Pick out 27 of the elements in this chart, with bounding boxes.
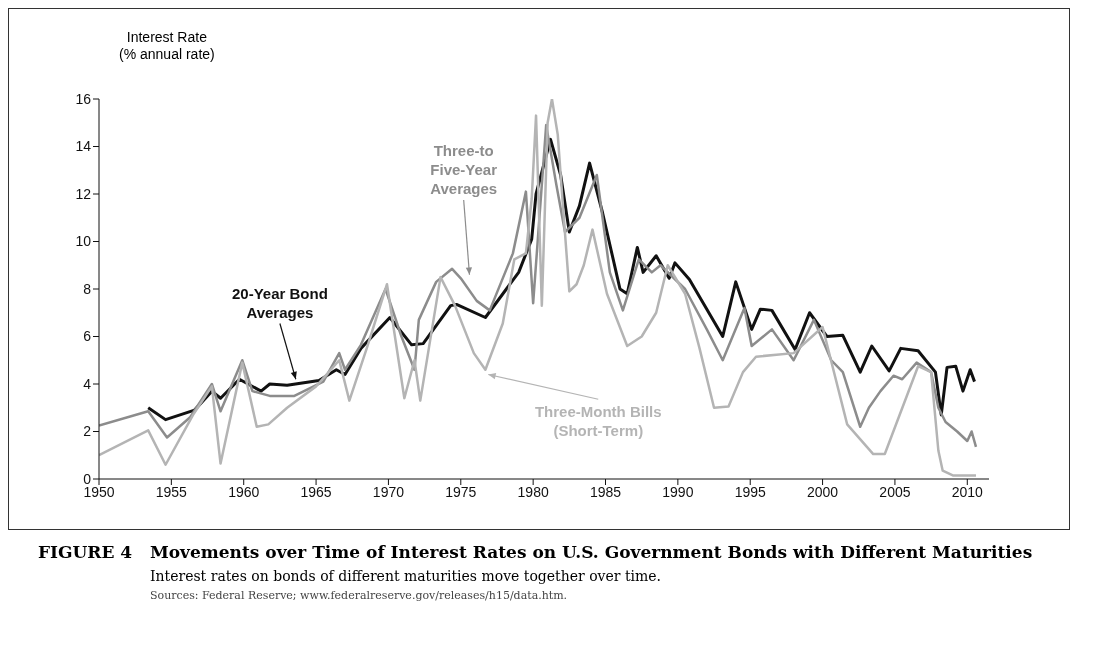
y-tick-label: 4 [83,375,92,392]
series-label: Three-to Five-Year Averages [430,142,498,197]
text: FIGURE 4 Movements over Time of Interest Rates on U.S. Government Bonds with Different Maturities [38,542,1034,562]
x-tick-label: 1955 [155,483,188,500]
x-tick-label: 2010 [951,483,984,500]
x-tick-label: 1960 [228,483,260,500]
y-tick-label: 8 [83,280,92,297]
x-tick-label: 1965 [300,483,332,500]
x-tick-label: 1970 [372,483,405,500]
x-tick-label: 2000 [807,483,839,500]
x-tick-label: 1990 [662,483,694,500]
x-tick-label: 1985 [589,483,622,500]
text: 20-Year Bond Averages [231,284,328,321]
y-tick-label: 2 [83,423,92,440]
y-tick-label: 12 [75,185,92,202]
y-tick-label: 14 [75,138,92,155]
text: Three-Month Bills (Short-Term) [534,403,662,440]
y-tick-label: 16 [75,90,92,107]
x-tick-label: 2005 [879,483,911,500]
x-tick-label: 1975 [445,483,477,500]
x-tick-label: 1995 [734,483,766,500]
y-tick-label: 10 [75,233,92,250]
y-tick-label: 6 [83,328,92,345]
source-note: Sources: Federal Reserve; www.federalreserve.gov/releases/h15/data.htm. [149,589,569,602]
text: Interest rates on bonds of different maturities move together over time. [149,568,663,584]
y-axis-title: Interest Rate (% annual rate) [119,29,215,63]
x-tick-label: 1980 [517,483,549,500]
